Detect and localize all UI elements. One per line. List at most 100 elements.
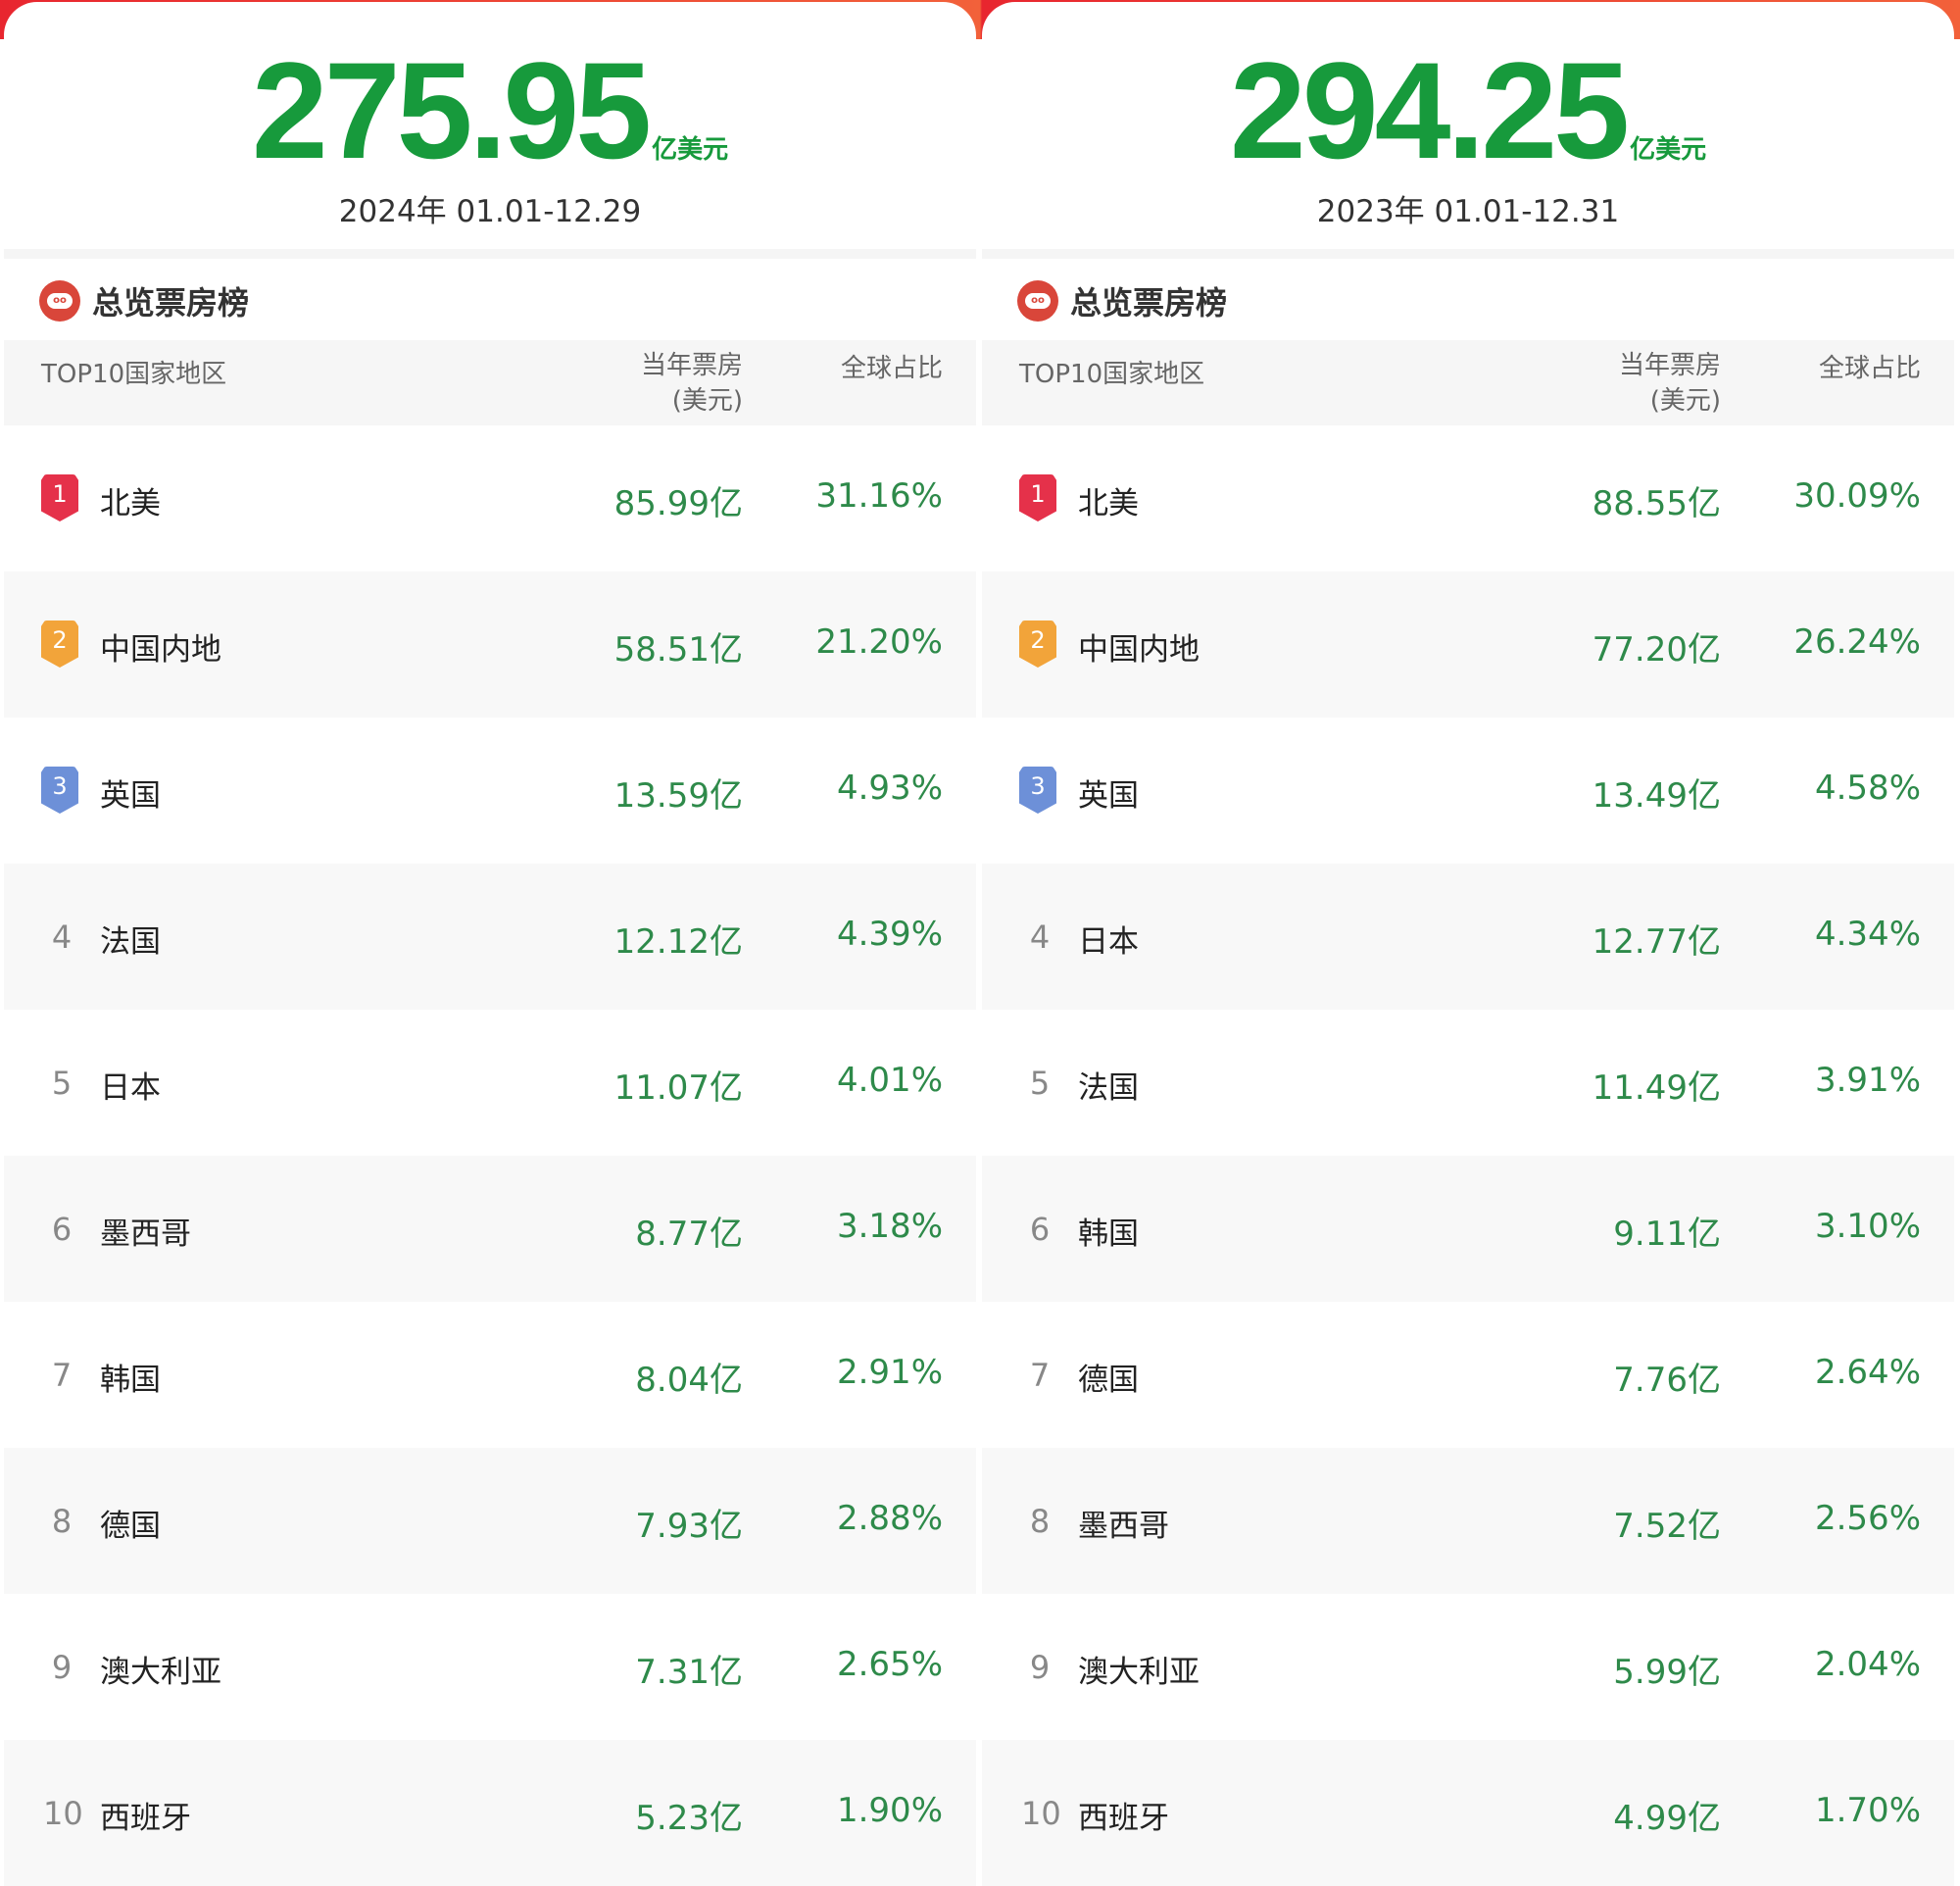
section-title: oo 总览票房榜 xyxy=(39,278,249,323)
box-office-value: 8.04亿 xyxy=(635,1361,743,1400)
table-row[interactable]: 1 北美 85.99亿 31.16% xyxy=(4,425,976,571)
table-header: TOP10国家地区 当年票房 (美元) 全球占比 xyxy=(4,340,976,425)
table-row[interactable]: 3 英国 13.49亿 4.58% xyxy=(982,718,1954,864)
rank-number: 6 xyxy=(1029,1211,1051,1248)
section-title-text: 总览票房榜 xyxy=(92,284,250,322)
region-name: 日本 xyxy=(100,1070,161,1106)
rank-number: 9 xyxy=(1029,1649,1051,1686)
global-share: 3.18% xyxy=(836,1207,943,1246)
header-box-office: 当年票房 (美元) xyxy=(641,348,743,419)
box-office-value: 7.31亿 xyxy=(635,1653,743,1692)
header-share: 全球占比 xyxy=(840,354,943,383)
box-office-value: 11.07亿 xyxy=(613,1068,743,1108)
table-row[interactable]: 3 英国 13.59亿 4.93% xyxy=(4,718,976,864)
maoyan-logo-icon: oo xyxy=(39,280,80,322)
rank-number: 10 xyxy=(1021,1795,1061,1832)
global-share: 4.93% xyxy=(836,769,943,808)
rank-number: 8 xyxy=(51,1503,73,1540)
box-office-value: 13.59亿 xyxy=(613,776,743,816)
rank-badge-icon: 3 xyxy=(41,767,78,814)
table-row[interactable]: 9 澳大利亚 7.31亿 2.65% xyxy=(4,1594,976,1740)
table-row[interactable]: 7 德国 7.76亿 2.64% xyxy=(982,1302,1954,1448)
global-share: 4.58% xyxy=(1814,769,1921,808)
total-box-office: 275.95 亿美元 xyxy=(4,31,976,190)
header-share: 全球占比 xyxy=(1818,354,1921,383)
table-row[interactable]: 9 澳大利亚 5.99亿 2.04% xyxy=(982,1594,1954,1740)
header-box-label: 当年票房 xyxy=(640,351,743,380)
region-name: 英国 xyxy=(100,778,161,814)
box-office-value: 5.99亿 xyxy=(1613,1653,1721,1692)
region-name: 澳大利亚 xyxy=(1078,1655,1200,1690)
box-office-value: 8.77亿 xyxy=(635,1215,743,1254)
region-name: 日本 xyxy=(1078,924,1139,960)
region-name: 墨西哥 xyxy=(1078,1509,1169,1544)
total-unit: 亿美元 xyxy=(1630,135,1707,165)
table-row[interactable]: 6 韩国 9.11亿 3.10% xyxy=(982,1156,1954,1302)
box-office-value: 58.51亿 xyxy=(613,630,743,670)
global-share: 1.70% xyxy=(1814,1791,1921,1830)
table-header: TOP10国家地区 当年票房 (美元) 全球占比 xyxy=(982,340,1954,425)
table-row[interactable]: 4 日本 12.77亿 4.34% xyxy=(982,864,1954,1010)
rank-number: 9 xyxy=(51,1649,73,1686)
rank-badge-icon: 2 xyxy=(41,620,78,668)
rank-badge-icon: 3 xyxy=(1019,767,1056,814)
section-title-text: 总览票房榜 xyxy=(1070,284,1228,322)
table-row[interactable]: 2 中国内地 77.20亿 26.24% xyxy=(982,571,1954,718)
region-name: 墨西哥 xyxy=(100,1216,191,1252)
global-share: 4.01% xyxy=(836,1061,943,1100)
global-share: 4.39% xyxy=(836,915,943,954)
box-office-value: 9.11亿 xyxy=(1613,1215,1721,1254)
total-value: 275.95 xyxy=(251,33,652,187)
maoyan-logo-icon: oo xyxy=(1017,280,1058,322)
box-office-value: 85.99亿 xyxy=(613,484,743,523)
region-name: 西班牙 xyxy=(100,1801,191,1836)
rank-badge-icon: 2 xyxy=(1019,620,1056,668)
region-name: 德国 xyxy=(1078,1363,1139,1398)
total-box-office: 294.25 亿美元 xyxy=(982,31,1954,190)
rank-number: 7 xyxy=(1029,1357,1051,1394)
global-share: 2.65% xyxy=(836,1645,943,1684)
global-share: 2.91% xyxy=(836,1353,943,1392)
global-share: 26.24% xyxy=(1793,622,1921,662)
table-row[interactable]: 8 墨西哥 7.52亿 2.56% xyxy=(982,1448,1954,1594)
region-name: 韩国 xyxy=(100,1363,161,1398)
box-office-value: 77.20亿 xyxy=(1592,630,1721,670)
global-share: 2.64% xyxy=(1814,1353,1921,1392)
region-name: 北美 xyxy=(1078,486,1139,521)
rank-badge-icon: 1 xyxy=(1019,474,1056,521)
header-region: TOP10国家地区 xyxy=(41,360,227,389)
table-row[interactable]: 10 西班牙 4.99亿 1.70% xyxy=(982,1740,1954,1886)
global-share: 2.56% xyxy=(1814,1499,1921,1538)
date-range: 2023年 01.01-12.31 xyxy=(1316,194,1620,229)
table-row[interactable]: 2 中国内地 58.51亿 21.20% xyxy=(4,571,976,718)
table-row[interactable]: 10 西班牙 5.23亿 1.90% xyxy=(4,1740,976,1886)
table-row[interactable]: 6 墨西哥 8.77亿 3.18% xyxy=(4,1156,976,1302)
table-row[interactable]: 4 法国 12.12亿 4.39% xyxy=(4,864,976,1010)
region-name: 法国 xyxy=(1078,1070,1139,1106)
total-unit: 亿美元 xyxy=(652,135,729,165)
rank-number: 10 xyxy=(43,1795,83,1832)
global-share: 2.04% xyxy=(1814,1645,1921,1684)
rank-number: 4 xyxy=(1029,918,1051,956)
box-office-value: 12.12亿 xyxy=(613,922,743,962)
global-share: 1.90% xyxy=(836,1791,943,1830)
rank-number: 8 xyxy=(1029,1503,1051,1540)
table-row[interactable]: 7 韩国 8.04亿 2.91% xyxy=(4,1302,976,1448)
global-share: 3.10% xyxy=(1814,1207,1921,1246)
table-row[interactable]: 1 北美 88.55亿 30.09% xyxy=(982,425,1954,571)
table-row[interactable]: 5 日本 11.07亿 4.01% xyxy=(4,1010,976,1156)
box-office-value: 7.93亿 xyxy=(635,1507,743,1546)
region-name: 北美 xyxy=(100,486,161,521)
global-share: 4.34% xyxy=(1814,915,1921,954)
table-row[interactable]: 8 德国 7.93亿 2.88% xyxy=(4,1448,976,1594)
global-share: 2.88% xyxy=(836,1499,943,1538)
region-name: 中国内地 xyxy=(1078,632,1200,668)
global-share: 3.91% xyxy=(1814,1061,1921,1100)
box-office-value: 13.49亿 xyxy=(1592,776,1721,816)
header-region: TOP10国家地区 xyxy=(1019,360,1205,389)
region-name: 中国内地 xyxy=(100,632,221,668)
global-share: 31.16% xyxy=(815,476,943,516)
box-office-value: 88.55亿 xyxy=(1592,484,1721,523)
table-row[interactable]: 5 法国 11.49亿 3.91% xyxy=(982,1010,1954,1156)
header-box-unit: (美元) xyxy=(671,386,743,416)
